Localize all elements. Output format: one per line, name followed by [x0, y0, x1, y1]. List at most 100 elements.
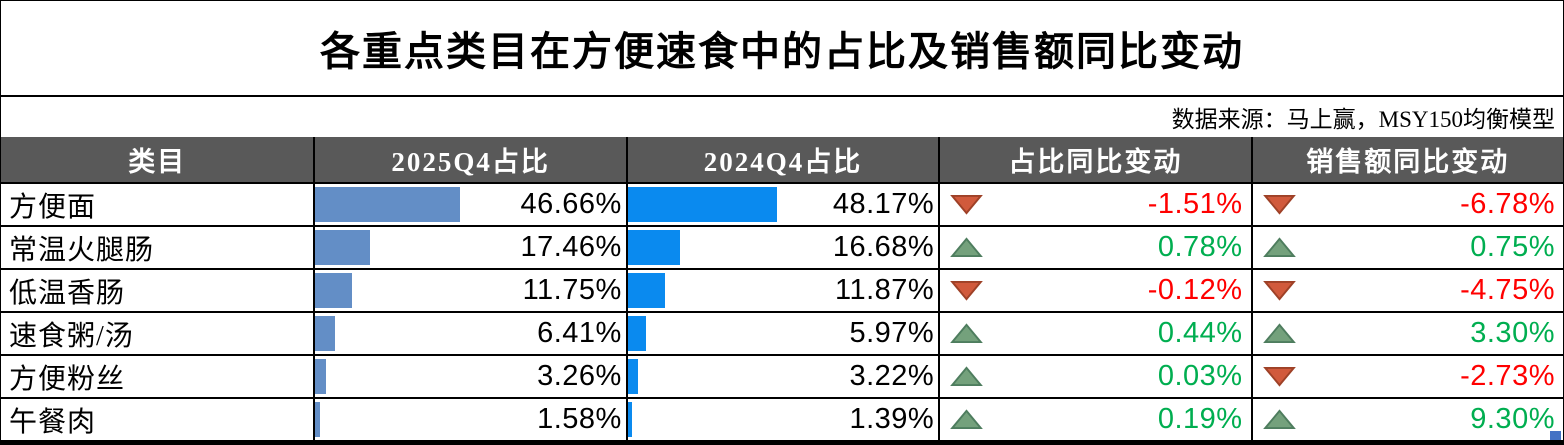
q2024-share-value: 16.68% — [832, 231, 935, 263]
share-change-value: 0.19% — [1157, 403, 1243, 435]
category-cell: 方便粉丝 — [1, 356, 313, 397]
column-header-share-change: 占比同比变动 — [938, 137, 1250, 182]
table-row: 午餐肉 1.58% 1.39% 0.19% 9.30% — [1, 397, 1563, 440]
q2024-share-value: 11.87% — [834, 274, 935, 306]
q2025-share-bar — [315, 273, 352, 308]
sales-change-cell: -4.75% — [1250, 270, 1563, 311]
category-label: 速食粥/汤 — [9, 320, 134, 352]
q2025-share-cell: 6.41% — [313, 313, 625, 354]
selection-fill-handle[interactable] — [1550, 431, 1561, 440]
sales-change-value: 3.30% — [1470, 317, 1555, 349]
category-label: 午餐肉 — [9, 406, 97, 438]
table-body: 方便面 46.66% 48.17% -1.51% -6.78% 常温火腿肠 17… — [1, 182, 1563, 440]
down-triangle-icon — [950, 194, 984, 215]
q2025-share-cell: 3.26% — [313, 356, 625, 397]
q2024-share-bar — [627, 187, 778, 222]
table-row: 低温香肠 11.75% 11.87% -0.12% -4.75% — [1, 268, 1563, 311]
q2025-share-value: 46.66% — [520, 188, 622, 220]
q2025-share-cell: 17.46% — [313, 227, 625, 268]
q2025-share-cell: 46.66% — [313, 184, 625, 225]
column-header-2024q4-share: 2024Q4占比 — [625, 137, 938, 182]
q2025-share-bar — [315, 316, 336, 351]
source-row: 数据来源：马上赢，MSY150均衡模型 — [1, 97, 1563, 137]
q2024-share-cell: 48.17% — [625, 184, 938, 225]
q2024-share-cell: 5.97% — [625, 313, 938, 354]
sales-change-cell: 9.30% — [1250, 399, 1563, 440]
share-change-value: 0.03% — [1157, 360, 1243, 392]
q2025-share-value: 17.46% — [520, 231, 622, 263]
column-header-category: 类目 — [128, 147, 187, 177]
title-block: 各重点类目在方便速食中的占比及销售额同比变动 — [1, 1, 1563, 97]
share-change-value: -0.12% — [1147, 274, 1243, 306]
sales-change-value: -4.75% — [1460, 274, 1555, 306]
down-triangle-icon — [1262, 366, 1296, 387]
q2025-share-value: 1.58% — [537, 403, 622, 435]
q2024-share-bar — [627, 273, 665, 308]
down-triangle-icon — [1262, 194, 1296, 215]
up-triangle-icon — [950, 323, 984, 344]
sales-change-cell: -6.78% — [1250, 184, 1563, 225]
data-source-note: 数据来源：马上赢，MSY150均衡模型 — [1171, 107, 1555, 132]
table-row: 常温火腿肠 17.46% 16.68% 0.78% 0.75% — [1, 225, 1563, 268]
up-triangle-icon — [1262, 237, 1296, 258]
share-change-value: 0.44% — [1157, 317, 1243, 349]
column-header-sales-change: 销售额同比变动 — [1250, 137, 1563, 182]
q2024-share-bar — [627, 230, 680, 265]
category-cell: 常温火腿肠 — [1, 227, 313, 268]
q2025-share-bar — [315, 230, 370, 265]
share-change-cell: 0.44% — [938, 313, 1250, 354]
up-triangle-icon — [950, 409, 984, 430]
sales-change-cell: 3.30% — [1250, 313, 1563, 354]
category-cell: 低温香肠 — [1, 270, 313, 311]
q2025-share-bar — [315, 402, 321, 437]
category-cell: 方便面 — [1, 184, 313, 225]
up-triangle-icon — [950, 366, 984, 387]
share-change-cell: 0.03% — [938, 356, 1250, 397]
q2024-share-cell: 3.22% — [625, 356, 938, 397]
sales-change-value: -2.73% — [1460, 360, 1555, 392]
q2024-share-bar — [627, 359, 638, 394]
table-row: 方便面 46.66% 48.17% -1.51% -6.78% — [1, 182, 1563, 225]
share-change-cell: 0.19% — [938, 399, 1250, 440]
sales-change-value: 0.75% — [1470, 231, 1555, 263]
q2025-share-cell: 11.75% — [313, 270, 625, 311]
table-header-row: 类目 2025Q4占比 2024Q4占比 占比同比变动 销售额同比变动 — [1, 137, 1563, 182]
share-change-value: -1.51% — [1147, 188, 1243, 220]
q2025-share-bar — [315, 187, 461, 222]
q2024-share-cell: 16.68% — [625, 227, 938, 268]
page-title: 各重点类目在方便速食中的占比及销售额同比变动 — [320, 29, 1244, 74]
q2024-share-value: 48.17% — [832, 188, 935, 220]
sales-change-value: -6.78% — [1460, 188, 1555, 220]
up-triangle-icon — [1262, 323, 1296, 344]
q2024-share-cell: 1.39% — [625, 399, 938, 440]
q2025-share-cell: 1.58% — [313, 399, 625, 440]
up-triangle-icon — [950, 237, 984, 258]
sales-change-value: 9.30% — [1470, 403, 1555, 435]
category-label: 方便粉丝 — [9, 363, 126, 395]
category-label: 方便面 — [9, 191, 97, 223]
sales-change-cell: -2.73% — [1250, 356, 1563, 397]
q2025-share-value: 11.75% — [522, 274, 622, 306]
share-change-cell: -0.12% — [938, 270, 1250, 311]
up-triangle-icon — [1262, 409, 1296, 430]
q2025-share-value: 6.41% — [537, 317, 622, 349]
q2024-share-cell: 11.87% — [625, 270, 938, 311]
q2024-share-value: 3.22% — [849, 360, 935, 392]
category-cell: 速食粥/汤 — [1, 313, 313, 354]
share-change-value: 0.78% — [1157, 231, 1243, 263]
category-label: 常温火腿肠 — [9, 234, 155, 266]
table-row: 方便粉丝 3.26% 3.22% 0.03% -2.73% — [1, 354, 1563, 397]
q2025-share-bar — [315, 359, 326, 394]
share-change-cell: 0.78% — [938, 227, 1250, 268]
q2024-share-value: 1.39% — [849, 403, 935, 435]
category-label: 低温香肠 — [9, 277, 126, 309]
column-header-2025q4-share: 2025Q4占比 — [313, 137, 625, 182]
q2024-share-bar — [627, 316, 647, 351]
down-triangle-icon — [950, 280, 984, 301]
sales-change-cell: 0.75% — [1250, 227, 1563, 268]
category-cell: 午餐肉 — [1, 399, 313, 440]
table-row: 速食粥/汤 6.41% 5.97% 0.44% 3.30% — [1, 311, 1563, 354]
q2024-share-value: 5.97% — [849, 317, 935, 349]
q2024-share-bar — [627, 402, 633, 437]
